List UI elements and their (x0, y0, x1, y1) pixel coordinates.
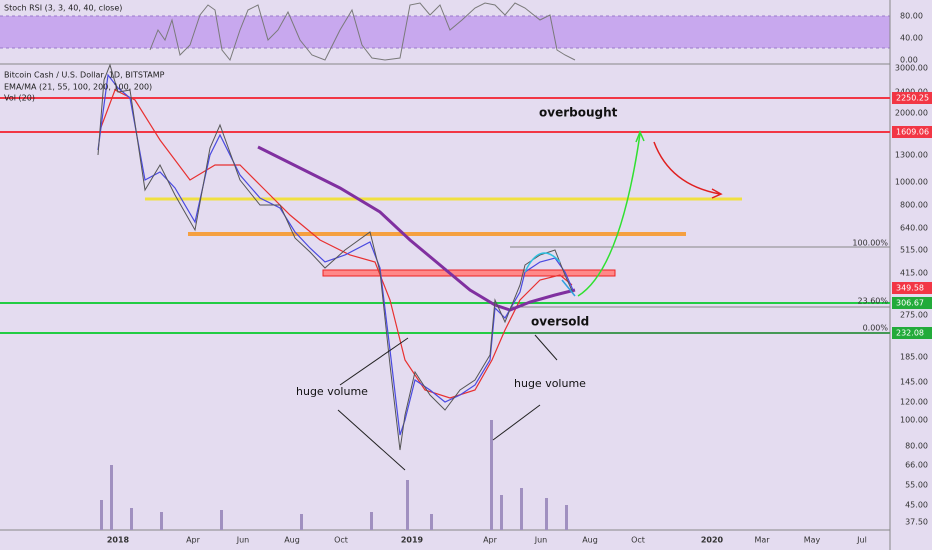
time-tick: Jun (236, 536, 250, 545)
cup-drawing (524, 252, 561, 273)
time-tick: Aug (582, 536, 598, 545)
pointer-line (534, 334, 558, 361)
price-badge (892, 92, 932, 104)
price-tick: 100.00 (900, 416, 928, 425)
price-badge-label: 306.67 (896, 299, 924, 308)
price-badge (892, 327, 932, 339)
pointer-line (339, 337, 409, 386)
correction-arrow (653, 141, 721, 195)
price-tick: 185.00 (900, 353, 928, 362)
price-badge (892, 282, 932, 294)
price-line (97, 63, 574, 451)
price-badge-label: 349.58 (896, 284, 924, 293)
rsi-line (149, 2, 576, 62)
time-tick: Jul (856, 536, 867, 545)
time-tick: Mar (754, 536, 770, 545)
down-arrow (561, 279, 576, 297)
price-badge (892, 297, 932, 309)
rsi-tick: 0.00 (900, 56, 918, 65)
indicator-legend: EMA/MA (21, 55, 100, 200, 100, 200) (4, 83, 152, 92)
price-badge (892, 126, 932, 138)
price-tick: 415.00 (900, 269, 928, 278)
price-tick: 66.00 (905, 461, 928, 470)
arrow-head (711, 188, 723, 199)
time-tick: 2018 (107, 536, 130, 545)
projection-arrow (577, 133, 641, 297)
price-tick: 80.00 (905, 442, 928, 451)
price-tick: 145.00 (900, 378, 928, 387)
time-tick: 2019 (401, 536, 424, 545)
price-tick: 1000.00 (895, 178, 928, 187)
time-tick: Apr (186, 536, 201, 545)
oversold-label: oversold (531, 315, 589, 329)
time-tick: May (804, 536, 821, 545)
price-badge-label: 232.08 (896, 329, 924, 338)
pointer-line (337, 409, 406, 471)
pointer-line (492, 404, 541, 441)
ma-long (257, 145, 576, 312)
fib-label: 100.00% (852, 239, 888, 248)
price-tick: 55.00 (905, 481, 928, 490)
price-tick: 800.00 (900, 201, 928, 210)
rsi-band (0, 16, 890, 48)
price-tick: 1300.00 (895, 151, 928, 160)
rsi-label: Stoch RSI (3, 3, 40, 40, close) (4, 4, 122, 13)
ema-fast (97, 73, 574, 436)
time-tick: Apr (483, 536, 498, 545)
arrow-head (635, 130, 645, 143)
price-tick: 45.00 (905, 501, 928, 510)
price-badge-label: 2250.25 (896, 94, 929, 103)
price-tick: 275.00 (900, 311, 928, 320)
time-tick: Oct (334, 536, 348, 545)
price-tick: 2000.00 (895, 109, 928, 118)
price-badges: 2250.25 1609.06 349.58 306.67 232.08 (892, 92, 932, 339)
time-axis: 2018 Apr Jun Aug Oct 2019 Apr Jun Aug Oct 2020 Mar M… (107, 536, 867, 545)
volume-legend: Vol (20) (4, 94, 35, 103)
price-axis: 3000.002400.002000.001300.001000.00800.0… (895, 64, 928, 527)
price-tick: 37.50 (905, 518, 928, 527)
price-badge-label: 1609.06 (896, 128, 929, 137)
volume-note: huge volume (296, 385, 368, 398)
fib-label: 0.00% (863, 324, 889, 333)
time-tick: Jun (534, 536, 548, 545)
price-tick: 120.00 (900, 398, 928, 407)
time-tick: 2020 (701, 536, 724, 545)
volume-note: huge volume (514, 377, 586, 390)
price-tick: 3000.00 (895, 64, 928, 73)
price-tick: 515.00 (900, 246, 928, 255)
fib-label: 23.60% (857, 297, 888, 306)
resistance-zone (322, 269, 616, 277)
time-tick: Oct (631, 536, 645, 545)
price-tick: 640.00 (900, 224, 928, 233)
overbought-label: overbought (539, 106, 618, 120)
symbol-legend: Bitcoin Cash / U.S. Dollar, 1D, BITSTAMP (4, 71, 165, 80)
rsi-tick: 80.00 (900, 12, 923, 21)
ema-short (99, 89, 573, 399)
time-tick: Aug (284, 536, 300, 545)
volume-bars (100, 420, 568, 530)
rsi-tick: 40.00 (900, 34, 923, 43)
